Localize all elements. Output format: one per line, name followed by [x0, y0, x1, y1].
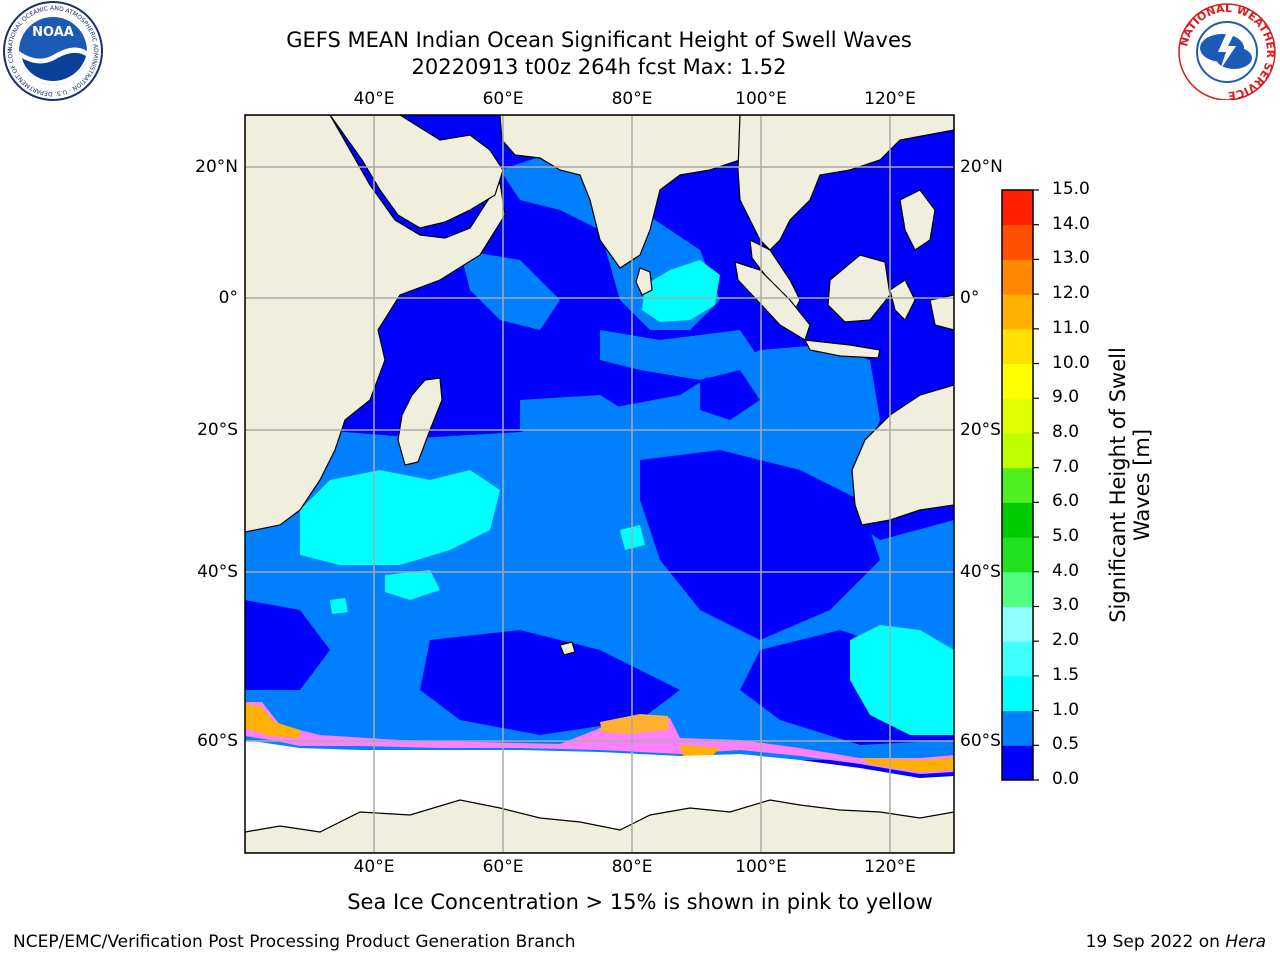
lat-label-right-0: 0°	[960, 288, 980, 308]
colorbar-tick-label: 7.0	[1052, 456, 1080, 477]
colorbar-tick-label: 8.0	[1052, 421, 1080, 442]
lat-label-right-20s: 20°S	[960, 420, 1001, 440]
lon-label-bottom-80e: 80°E	[611, 857, 653, 877]
lon-label-bottom-40e: 40°E	[353, 857, 395, 877]
swell-1.0-1.5-region	[300, 260, 954, 735]
colorbar-swatch	[1002, 328, 1033, 365]
colorbar-swatch	[1002, 710, 1033, 746]
colorbar-tick-label: 14.0	[1052, 213, 1090, 234]
colorbar-swatch	[1002, 224, 1033, 260]
lon-label-top-60e: 60°E	[482, 89, 524, 109]
chart-subtitle: 20220913 t00z 264h fcst Max: 1.52	[411, 55, 787, 79]
sea-ice-edge	[245, 702, 954, 778]
colorbar-tick-label: 4.0	[1052, 560, 1080, 581]
lat-label-left-20s: 20°S	[197, 420, 238, 440]
colorbar-swatch	[1002, 294, 1033, 330]
lon-label-top-120e: 120°E	[864, 89, 916, 109]
footer-date: 19 Sep 2022 on	[1085, 932, 1226, 952]
colorbar-frame	[1001, 189, 1034, 781]
colorbar-swatch	[1002, 502, 1033, 538]
colorbar-swatch	[1002, 641, 1033, 677]
lat-label-right-20n: 20°N	[960, 157, 1003, 177]
colorbar-tick-label: 2.0	[1052, 630, 1080, 651]
sea-ice-caption: Sea Ice Concentration > 15% is shown in …	[347, 890, 933, 914]
footer-right: 19 Sep 2022 on Hera	[1086, 932, 1266, 952]
colorbar-swatch	[1002, 537, 1033, 573]
colorbar-swatch	[1002, 467, 1033, 503]
colorbar-tick-label: 1.0	[1052, 699, 1080, 720]
colorbar-label-line1: Significant Height of Swell	[1106, 347, 1130, 623]
footer-left: NCEP/EMC/Verification Post Processing Pr…	[13, 932, 576, 952]
lon-label-top-80e: 80°E	[611, 89, 653, 109]
lon-label-bottom-100e: 100°E	[735, 857, 787, 877]
colorbar-swatch	[1002, 398, 1033, 434]
colorbar-swatch	[1002, 190, 1033, 226]
colorbar-label-line2: Waves [m]	[1130, 428, 1154, 542]
colorbar-tick-label: 13.0	[1052, 248, 1090, 269]
lat-label-left-60s: 60°S	[197, 731, 238, 751]
colorbar-swatch	[1002, 571, 1033, 607]
colorbar-tick-label: 0.5	[1052, 734, 1080, 755]
lat-label-right-60s: 60°S	[960, 731, 1001, 751]
footer-host: Hera	[1225, 932, 1266, 952]
colorbar-swatch	[1002, 432, 1033, 469]
lat-label-left-20n: 20°N	[195, 157, 238, 177]
colorbar-label: Significant Height of Swell Waves [m]	[1106, 347, 1154, 623]
colorbar-swatch	[1002, 745, 1033, 781]
colorbar	[1001, 189, 1039, 781]
lat-label-left-40s: 40°S	[197, 562, 238, 582]
land-masses	[245, 115, 954, 853]
noaa-logo: NATIONAL OCEANIC AND ATMOSPHERIC ADMINIS…	[2, 0, 104, 102]
colorbar-tick-label: 9.0	[1052, 387, 1080, 408]
colorbar-swatch	[1002, 606, 1033, 642]
colorbar-tick-label: 6.0	[1052, 491, 1080, 512]
colorbar-tick-label: 15.0	[1052, 179, 1090, 199]
lon-label-top-40e: 40°E	[353, 89, 395, 109]
colorbar-swatch	[1002, 259, 1033, 295]
colorbar-tick-label: 0.0	[1052, 769, 1080, 789]
lat-label-right-40s: 40°S	[960, 562, 1001, 582]
colorbar-swatch	[1002, 675, 1033, 712]
lon-label-bottom-120e: 120°E	[864, 857, 916, 877]
colorbar-tick-label: 12.0	[1052, 283, 1090, 304]
svg-text:NOAA: NOAA	[32, 25, 74, 40]
map-frame	[244, 114, 955, 854]
colorbar-tick-label: 1.5	[1052, 664, 1080, 685]
colorbar-tick-label: 10.0	[1052, 352, 1090, 373]
colorbar-swatch	[1002, 363, 1033, 399]
chart-title: GEFS MEAN Indian Ocean Significant Heigh…	[286, 28, 912, 52]
lat-label-left-0: 0°	[218, 288, 238, 308]
lon-label-top-100e: 100°E	[735, 89, 787, 109]
nws-logo: NATIONAL WEATHER SERVICE	[1176, 0, 1278, 100]
colorbar-tick-label: 5.0	[1052, 526, 1080, 547]
lon-label-bottom-60e: 60°E	[482, 857, 524, 877]
colorbar-tick-label: 11.0	[1052, 317, 1090, 338]
colorbar-tick-label: 3.0	[1052, 595, 1080, 616]
gridlines	[245, 115, 954, 853]
